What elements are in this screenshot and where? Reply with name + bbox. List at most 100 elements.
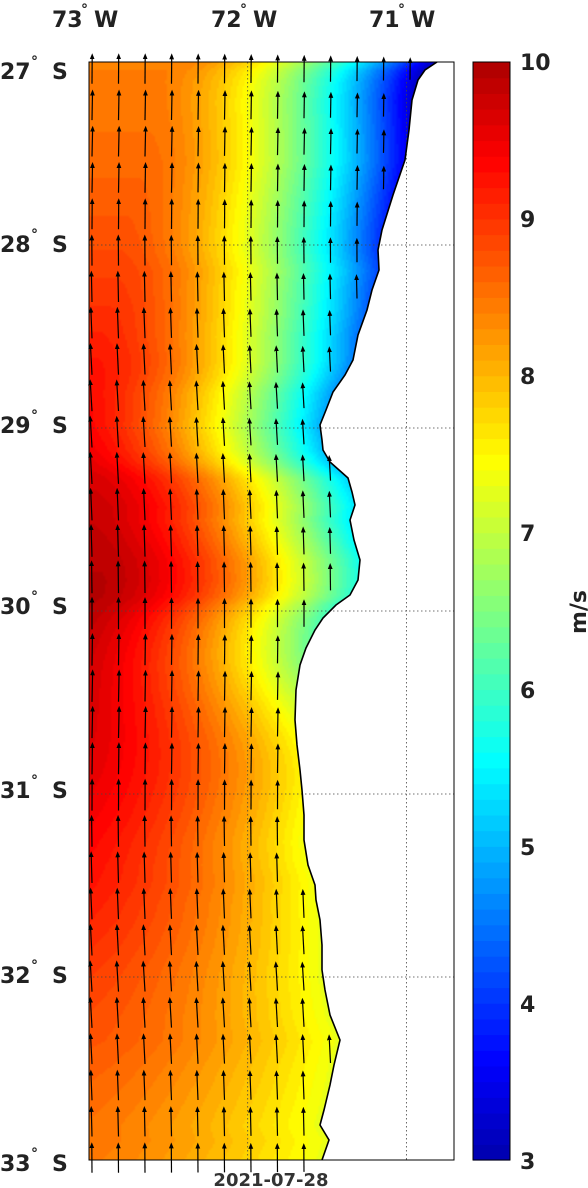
svg-text:°: ° bbox=[31, 227, 38, 243]
wind-arrow bbox=[275, 707, 281, 737]
colorbar-band bbox=[473, 846, 510, 863]
wind-arrow bbox=[143, 162, 148, 193]
lat-tick-labels: 27 ° S 28 ° S 29 ° S 30 ° S 31 ° S 32 ° … bbox=[0, 54, 68, 1177]
lat-tick-label: 31 ° S bbox=[0, 773, 68, 804]
wind-arrow bbox=[167, 416, 173, 447]
wind-arrow bbox=[274, 345, 279, 373]
wind-arrow bbox=[248, 272, 253, 301]
svg-text:S: S bbox=[52, 595, 68, 620]
colorbar-tick-label: 10 bbox=[520, 51, 551, 76]
wind-arrow bbox=[88, 306, 94, 339]
colorbar-band bbox=[473, 877, 510, 894]
wind-arrow bbox=[143, 706, 148, 738]
svg-text:°: ° bbox=[398, 2, 405, 18]
colorbar-band bbox=[473, 1081, 510, 1098]
wind-arrow bbox=[88, 487, 94, 521]
lon-tick-label: 72 ° W bbox=[211, 2, 277, 33]
wind-arrow bbox=[88, 996, 93, 1028]
colorbar-band bbox=[473, 156, 510, 173]
colorbar-band bbox=[473, 563, 510, 581]
wind-arrow bbox=[141, 960, 146, 992]
colorbar-tick-label: 3 bbox=[520, 1150, 535, 1175]
colorbar-band bbox=[473, 281, 510, 298]
wind-arrow bbox=[274, 1106, 280, 1136]
lon-tick-label: 71 ° W bbox=[369, 2, 435, 33]
wind-arrow bbox=[195, 1106, 200, 1137]
wind-arrow bbox=[88, 851, 94, 884]
graticule bbox=[89, 62, 454, 1160]
colorbar-tick-label: 8 bbox=[520, 365, 535, 390]
wind-arrow bbox=[221, 1106, 227, 1137]
wind-arrow bbox=[220, 1033, 226, 1064]
colorbar-band bbox=[473, 642, 510, 659]
colorbar-band bbox=[473, 673, 510, 691]
colorbar-band bbox=[473, 1097, 510, 1114]
wind-arrow bbox=[194, 416, 199, 447]
colorbar-band bbox=[473, 1128, 510, 1145]
wind-arrow bbox=[221, 888, 226, 919]
wind-arrow bbox=[247, 1070, 253, 1100]
wind-arrow bbox=[220, 417, 226, 446]
wind-arrow bbox=[194, 307, 200, 338]
date-label: 2021-07-28 bbox=[213, 1170, 328, 1188]
wind-arrow bbox=[274, 526, 280, 555]
colorbar-band bbox=[473, 93, 510, 110]
wind-arrow bbox=[300, 925, 306, 955]
lon-tick-label: 73 ° W bbox=[52, 2, 118, 33]
wind-arrow bbox=[222, 90, 228, 120]
wind-arrow bbox=[114, 1033, 120, 1065]
svg-text:27: 27 bbox=[0, 60, 31, 85]
colorbar-band bbox=[473, 532, 510, 549]
wind-arrow bbox=[167, 960, 173, 992]
colorbar-band bbox=[473, 344, 510, 361]
svg-text:°: ° bbox=[31, 589, 38, 605]
wind-arrow bbox=[300, 418, 306, 445]
wind-arrow bbox=[141, 416, 146, 448]
lat-tick-label: 33 ° S bbox=[0, 1146, 68, 1177]
colorbar-band bbox=[473, 407, 510, 424]
wind-arrow bbox=[327, 490, 332, 518]
colorbar-band bbox=[473, 391, 510, 408]
colorbar-tick-label: 4 bbox=[520, 993, 535, 1018]
wind-arrow bbox=[88, 343, 94, 375]
wind-arrow bbox=[169, 89, 175, 121]
wind-arrow bbox=[143, 669, 148, 702]
wind-arrow bbox=[90, 125, 95, 157]
svg-text:72: 72 bbox=[211, 8, 242, 33]
colorbar-tick-label: 9 bbox=[520, 208, 535, 233]
wind-arrow bbox=[247, 961, 252, 991]
wind-arrow bbox=[142, 1106, 147, 1137]
wind-arrow bbox=[274, 489, 279, 519]
lat-tick-label: 29 ° S bbox=[0, 408, 68, 439]
wind-arrow bbox=[116, 162, 122, 193]
colorbar-band bbox=[473, 438, 510, 455]
wind-arrow bbox=[114, 487, 120, 521]
svg-text:32: 32 bbox=[0, 964, 31, 989]
wind-arrow bbox=[141, 1069, 147, 1101]
wind-arrow bbox=[222, 706, 228, 738]
wind-arrow bbox=[302, 127, 307, 155]
wind-arrow bbox=[196, 670, 201, 701]
colorbar-band bbox=[473, 469, 510, 487]
wind-arrow bbox=[328, 128, 334, 155]
svg-text:S: S bbox=[52, 1152, 68, 1177]
svg-text:31: 31 bbox=[0, 779, 31, 804]
wind-arrow bbox=[247, 453, 253, 483]
colorbar-tick-label: 6 bbox=[520, 679, 535, 704]
colorbar-band bbox=[473, 140, 510, 157]
wind-arrow bbox=[88, 923, 94, 956]
wind-arrow bbox=[115, 1069, 120, 1101]
colorbar-bands bbox=[473, 62, 510, 1161]
wind-arrow bbox=[194, 888, 200, 919]
svg-text:°: ° bbox=[240, 2, 247, 18]
wind-arrow bbox=[90, 162, 95, 193]
colorbar-band bbox=[473, 265, 510, 283]
wind-arrow bbox=[114, 451, 120, 484]
colorbar-band bbox=[473, 814, 510, 832]
svg-text:W: W bbox=[94, 8, 118, 33]
wind-arrow bbox=[273, 453, 279, 482]
lon-tick-labels: 73 ° W 72 ° W 71 ° W bbox=[52, 2, 435, 33]
colorbar-band bbox=[473, 218, 510, 236]
colorbar-band bbox=[473, 909, 510, 926]
wind-arrow bbox=[167, 924, 173, 956]
